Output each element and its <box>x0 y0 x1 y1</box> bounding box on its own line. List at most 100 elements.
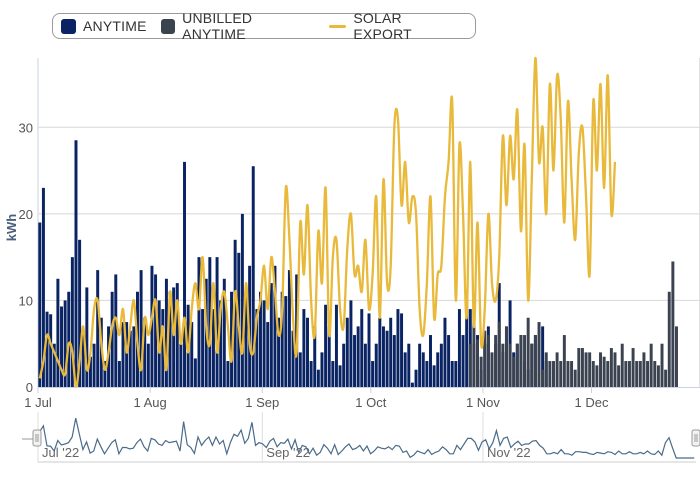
anytime-bar <box>378 317 382 387</box>
anytime-bar <box>320 352 324 387</box>
anytime-bar <box>407 343 411 387</box>
anytime-bar <box>67 291 71 387</box>
unbilled-anytime-bar <box>631 348 635 387</box>
anytime-bar <box>298 352 302 387</box>
anytime-bar <box>302 309 306 387</box>
anytime-bar <box>132 326 136 387</box>
unbilled-anytime-bar <box>617 365 621 387</box>
anytime-bar <box>70 257 74 387</box>
anytime-bar <box>316 369 320 387</box>
anytime-bar <box>381 326 385 387</box>
legend-label-unbilled-anytime: UNBILLED ANYTIME <box>182 10 253 42</box>
anytime-bar <box>389 317 393 387</box>
anytime-bar <box>88 356 92 387</box>
anytime-bar <box>201 309 205 387</box>
unbilled-anytime-bar <box>508 343 512 387</box>
unbilled-anytime-bar <box>512 356 516 387</box>
anytime-bar <box>193 358 197 387</box>
unbilled-anytime-bar <box>595 365 599 387</box>
unbilled-anytime-bar <box>468 343 472 387</box>
anytime-bar <box>175 283 179 387</box>
anytime-bar <box>110 291 114 387</box>
navigator-label: Nov '22 <box>487 445 531 460</box>
unbilled-anytime-bar <box>609 348 613 387</box>
anytime-bar <box>85 287 89 387</box>
anytime-bar <box>342 343 346 387</box>
anytime-bar <box>280 291 284 387</box>
anytime-bar <box>168 291 172 387</box>
anytime-bar <box>371 361 375 387</box>
anytime-bar <box>429 335 432 387</box>
unbilled-swatch-icon <box>160 18 176 34</box>
navigator[interactable]: Jul '22 Sep '22 Nov '22 <box>22 412 700 463</box>
legend-item-solar-export[interactable]: SOLAR EXPORT <box>328 10 461 42</box>
legend-item-anytime[interactable]: ANYTIME <box>61 18 147 34</box>
anytime-bar <box>38 222 42 387</box>
anytime-bar <box>190 322 194 387</box>
unbilled-anytime-bar <box>646 361 650 387</box>
anytime-bar <box>222 278 226 387</box>
anytime-bar <box>63 300 67 387</box>
unbilled-anytime-bar <box>660 343 664 387</box>
anytime-bar <box>154 274 158 387</box>
anytime-bar <box>49 314 53 387</box>
anytime-bar <box>92 343 96 387</box>
solar-export-line <box>38 56 617 389</box>
anytime-bar <box>60 306 63 387</box>
unbilled-anytime-bar <box>620 343 624 387</box>
unbilled-anytime-bar <box>638 361 642 387</box>
solar-line-series <box>38 56 617 389</box>
anytime-bar <box>309 361 313 387</box>
anytime-bar <box>143 317 147 387</box>
unbilled-anytime-bar <box>483 330 487 387</box>
unbilled-anytime-bar <box>624 361 628 387</box>
anytime-bar <box>74 140 78 387</box>
anytime-bar <box>508 300 512 387</box>
anytime-bar <box>117 361 121 387</box>
anytime-bar <box>233 239 237 387</box>
anytime-bar <box>45 311 49 387</box>
anytime-bar <box>367 313 371 387</box>
y-tick-label: 30 <box>19 120 33 135</box>
anytime-bar <box>291 330 295 387</box>
anytime-bar <box>161 309 165 387</box>
navigator-background <box>38 412 696 462</box>
unbilled-anytime-bar <box>577 348 581 387</box>
unbilled-anytime-bar <box>533 335 537 387</box>
anytime-bar <box>164 278 168 387</box>
anytime-bar <box>81 335 85 387</box>
anytime-bar <box>266 322 270 387</box>
unbilled-anytime-bar <box>472 309 476 387</box>
unbilled-anytime-bar <box>591 361 595 387</box>
x-tick-label: 1 Aug <box>134 395 167 410</box>
navigator-left-handle[interactable] <box>32 429 42 447</box>
unbilled-anytime-bar <box>570 361 574 387</box>
anytime-bar <box>219 300 223 387</box>
x-tick-label: 1 Oct <box>355 395 386 410</box>
unbilled-anytime-bar <box>588 352 592 387</box>
legend-item-unbilled-anytime[interactable]: UNBILLED ANYTIME <box>160 10 315 42</box>
unbilled-anytime-bar <box>555 352 559 387</box>
unbilled-anytime-bar <box>573 369 577 387</box>
navigator-right-handle[interactable] <box>691 429 700 447</box>
anytime-bar <box>262 300 266 387</box>
x-tick-label: 1 Sep <box>245 395 279 410</box>
anytime-bar <box>146 343 150 387</box>
navigator-right-handle-grip <box>691 429 700 447</box>
anytime-bar <box>418 343 422 387</box>
unbilled-anytime-bar <box>537 322 541 387</box>
unbilled-anytime-bar <box>486 335 490 387</box>
unbilled-anytime-bar <box>490 352 494 387</box>
legend-label-solar-export: SOLAR EXPORT <box>353 10 412 42</box>
anytime-bar <box>183 161 186 387</box>
unbilled-anytime-bar <box>544 352 548 387</box>
anytime-bar <box>338 365 342 387</box>
unbilled-anytime-bar <box>664 369 668 387</box>
x-tick-label: 1 Nov <box>466 395 500 410</box>
anytime-bar <box>230 291 234 387</box>
unbilled-anytime-bar <box>649 343 653 387</box>
anytime-bar <box>287 270 291 387</box>
anytime-bar <box>284 296 288 387</box>
bar-series <box>38 140 678 387</box>
